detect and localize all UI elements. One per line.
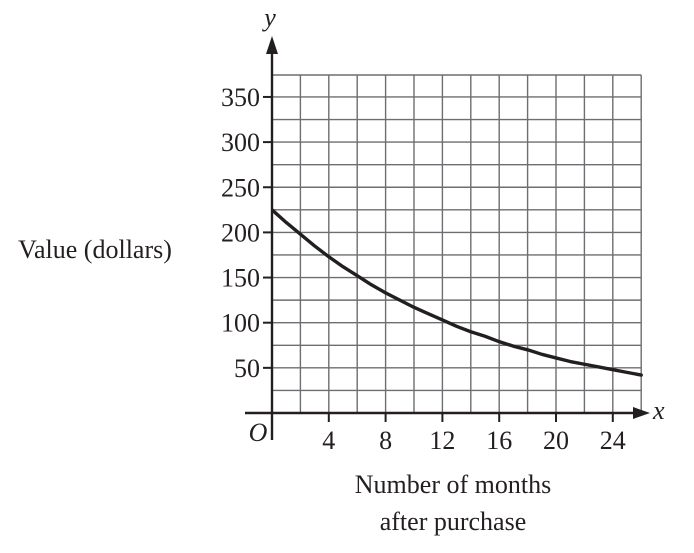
axes [245, 36, 650, 440]
x-axis-title-line1: Number of months [355, 470, 551, 499]
y-tick-label: 200 [221, 218, 260, 247]
axis-labels: Value (dollars) Number of months after p… [18, 3, 665, 536]
y-tick-label: 50 [234, 354, 260, 383]
grid [272, 74, 642, 413]
origin-label: O [249, 418, 268, 447]
y-tick-label: 350 [221, 83, 260, 112]
x-tick-label: 8 [379, 426, 392, 455]
series [272, 208, 643, 377]
y-tick-label: 100 [221, 309, 260, 338]
x-axis-letter: x [652, 396, 665, 425]
x-tick-label: 12 [429, 426, 455, 455]
y-tick-label: 250 [221, 173, 260, 202]
series-line [272, 208, 643, 377]
x-tick-label: 24 [600, 426, 626, 455]
y-axis-letter: y [261, 3, 276, 32]
y-tick-label: 300 [221, 128, 260, 157]
x-tick-label: 4 [322, 426, 335, 455]
ticks: 50 100 150 200 250 300 350 4 8 12 16 20 24 [221, 83, 626, 455]
x-axis-title-line2: after purchase [380, 507, 527, 536]
x-axis-arrow [633, 407, 650, 419]
y-tick-label: 150 [221, 264, 260, 293]
x-tick-label: 16 [486, 426, 512, 455]
y-axis-title: Value (dollars) [18, 235, 172, 264]
y-axis-arrow [266, 36, 278, 54]
x-tick-label: 20 [543, 426, 569, 455]
